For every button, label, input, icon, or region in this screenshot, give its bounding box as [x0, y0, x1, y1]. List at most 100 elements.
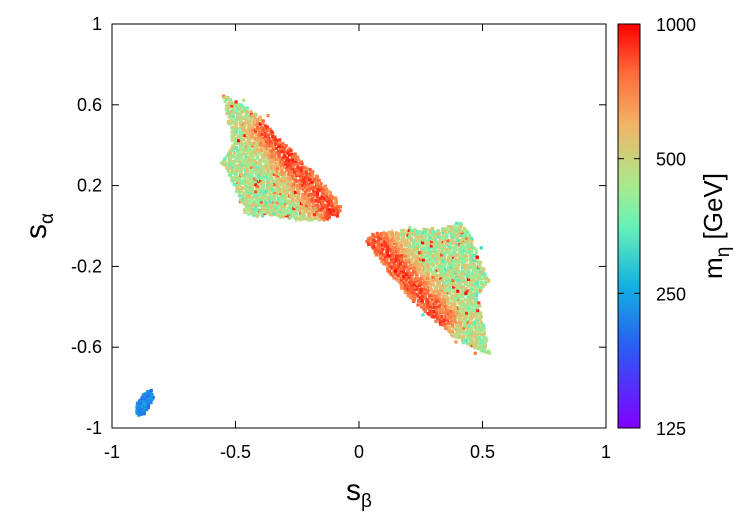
- scatter-point: [291, 158, 295, 162]
- scatter-point: [256, 184, 260, 188]
- scatter-point: [447, 283, 452, 288]
- scatter-point: [308, 197, 312, 202]
- scatter-point: [240, 147, 245, 151]
- scatter-point: [386, 269, 390, 273]
- scatter-point: [269, 182, 273, 186]
- colorbar-label-group: mη [GeV]: [698, 173, 734, 279]
- scatter-point: [464, 254, 469, 258]
- scatter-point: [467, 299, 472, 303]
- scatter-point: [420, 299, 424, 303]
- scatter-point: [378, 242, 382, 246]
- scatter-point: [401, 236, 406, 240]
- scatter-point: [264, 176, 268, 180]
- scatter-point: [391, 238, 395, 242]
- scatter-point: [461, 252, 465, 256]
- scatter-point: [410, 257, 414, 261]
- scatter-point: [418, 229, 422, 234]
- scatter-point: [400, 274, 404, 278]
- scatter-point: [480, 281, 484, 285]
- scatter-point: [314, 203, 318, 207]
- scatter-point: [245, 119, 249, 123]
- scatter-point: [449, 309, 453, 313]
- scatter-point: [252, 194, 256, 198]
- scatter-point: [472, 246, 477, 250]
- scatter-point: [257, 158, 261, 163]
- scatter-point: [464, 250, 469, 254]
- scatter-point: [410, 278, 414, 282]
- scatter-point: [456, 278, 461, 283]
- scatter-point: [260, 206, 264, 210]
- scatter-point: [420, 234, 424, 238]
- scatter-point: [245, 106, 249, 110]
- scatter-point: [449, 313, 453, 317]
- scatter-point: [440, 314, 444, 318]
- scatter-point: [475, 305, 479, 309]
- scatter-point: [430, 238, 434, 242]
- scatter-point: [456, 291, 460, 295]
- x-tick-label: 0: [354, 442, 364, 462]
- scatter-point: [307, 203, 312, 207]
- scatter-point: [399, 267, 403, 272]
- scatter-point: [456, 296, 460, 300]
- scatter-point: [465, 263, 469, 267]
- scatter-point: [286, 201, 290, 206]
- scatter-point: [437, 299, 441, 303]
- scatter-point: [311, 170, 315, 174]
- scatter-point: [273, 179, 277, 183]
- scatter-point: [465, 308, 470, 312]
- scatter-point: [250, 125, 255, 130]
- scatter-point: [381, 253, 385, 257]
- scatter-point: [237, 192, 241, 196]
- scatter-point: [239, 180, 244, 184]
- scatter-point: [446, 243, 450, 247]
- scatter-point: [296, 158, 301, 162]
- scatter-point: [469, 249, 474, 253]
- scatter-point: [386, 249, 390, 253]
- scatter-point: [453, 271, 458, 275]
- scatter-point: [259, 189, 263, 193]
- scatter-point: [433, 278, 438, 282]
- scatter-point: [459, 301, 463, 305]
- scatter-point: [452, 285, 456, 289]
- scatter-point: [422, 284, 426, 289]
- scatter-point: [286, 176, 290, 180]
- scatter-point: [465, 239, 469, 244]
- scatter-point: [237, 114, 242, 119]
- scatter-point: [315, 175, 320, 179]
- y-tick-label: -1: [86, 418, 102, 438]
- scatter-point: [406, 233, 410, 237]
- scatter-point: [375, 240, 379, 245]
- scatter-point: [481, 335, 485, 339]
- scatter-point: [451, 255, 456, 259]
- scatter-point: [264, 132, 268, 136]
- scatter-point: [458, 260, 462, 264]
- scatter-point: [412, 243, 416, 247]
- scatter-point: [140, 404, 145, 408]
- scatter-point: [284, 183, 288, 187]
- scatter-point: [474, 259, 478, 263]
- scatter-point: [475, 313, 479, 317]
- scatter-point: [252, 137, 256, 141]
- scatter-point: [268, 187, 272, 191]
- scatter-point: [298, 216, 302, 220]
- scatter-point: [253, 158, 257, 162]
- scatter-point: [445, 236, 449, 240]
- scatter-point: [231, 107, 235, 111]
- scatter-point: [457, 286, 461, 290]
- scatter-point: [467, 237, 471, 241]
- scatter-point: [385, 234, 389, 238]
- scatter-point: [462, 326, 466, 330]
- scatter-point: [301, 187, 305, 191]
- scatter-point: [278, 177, 282, 181]
- scatter-point: [482, 326, 486, 330]
- scatter-point: [459, 285, 463, 289]
- scatter-point: [421, 238, 426, 242]
- scatter-point: [440, 273, 445, 277]
- scatter-point: [322, 189, 327, 193]
- scatter-point: [411, 288, 415, 292]
- scatter-point: [328, 201, 332, 205]
- scatter-point: [283, 154, 287, 158]
- scatter-point: [248, 166, 252, 170]
- scatter-point: [264, 196, 269, 201]
- scatter-point: [433, 269, 437, 273]
